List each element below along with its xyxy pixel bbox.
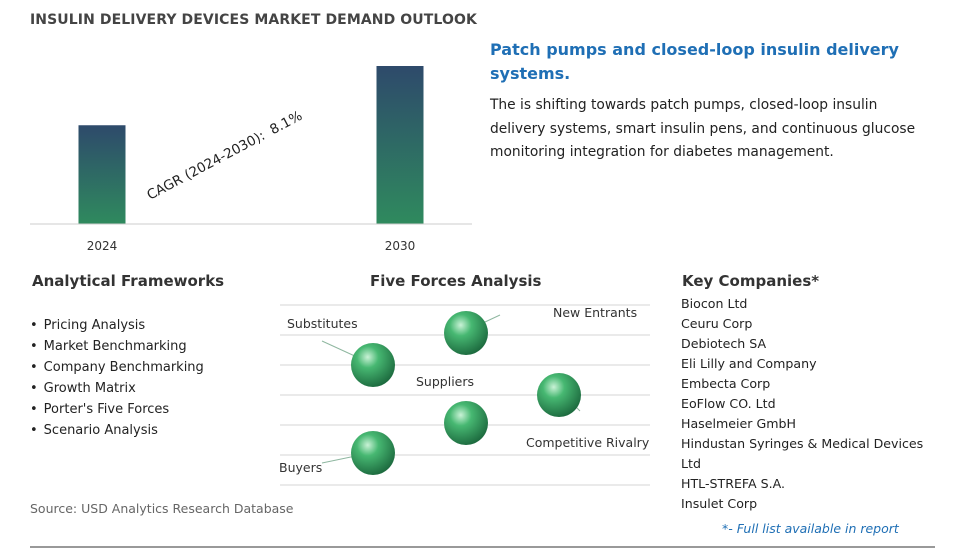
list-item: Market Benchmarking (30, 336, 204, 357)
source-note: Source: USD Analytics Research Database (30, 501, 294, 516)
list-item: Company Benchmarking (30, 357, 204, 378)
cagr-annotation: CAGR (2024-2030):8.1% (144, 108, 305, 204)
highlight-description: The is shifting towards patch pumps, clo… (490, 97, 916, 160)
list-item: Growth Matrix (30, 378, 204, 399)
list-item: EoFlow CO. Ltd (681, 396, 776, 411)
competitive-rivalry-sphere (537, 373, 581, 417)
list-item: Haselmeier GmbH (681, 416, 796, 431)
label-substitutes: Substitutes (287, 316, 358, 331)
new-entrants-sphere (444, 311, 488, 355)
analytical-frameworks-title: Analytical Frameworks (32, 272, 225, 290)
buyers-sphere (351, 431, 395, 475)
cagr-label: CAGR (2024-2030): (144, 128, 267, 204)
label-new-entrants: New Entrants (553, 305, 637, 320)
label-buyers: Buyers (279, 460, 322, 475)
list-item: Hindustan Syringes & Medical Devices Ltd (681, 436, 924, 471)
substitutes-sphere (351, 343, 395, 387)
five-forces-diagram: Substitutes New Entrants Suppliers Compe… (279, 304, 650, 486)
list-item: Porter's Five Forces (30, 399, 204, 420)
five-forces-title: Five Forces Analysis (370, 272, 542, 290)
bar-2030 (376, 66, 424, 224)
list-item: Debiotech SA (681, 336, 767, 351)
list-item: HTL-STREFA S.A. (681, 476, 785, 491)
suppliers-sphere (444, 401, 488, 445)
list-item: Embecta Corp (681, 376, 771, 391)
cagr-value: 8.1% (267, 108, 305, 138)
x-tick-label: 2024 (87, 239, 118, 253)
list-item: Scenario Analysis (30, 420, 204, 441)
market-bar-chart: 2024 2030 CAGR (2024-2030):8.1% (30, 66, 472, 253)
x-tick-label: 2030 (385, 239, 416, 253)
label-suppliers: Suppliers (416, 374, 474, 389)
bottom-divider (30, 546, 935, 548)
page-title: INSULIN DELIVERY DEVICES MARKET DEMAND O… (30, 12, 477, 28)
list-item: Biocon Ltd (681, 296, 748, 311)
analytical-frameworks-list: Pricing Analysis Market Benchmarking Com… (30, 315, 204, 441)
bar-2024 (78, 125, 126, 224)
list-item: Eli Lilly and Company (681, 356, 817, 371)
key-companies-title: Key Companies* (682, 272, 820, 290)
list-item: Pricing Analysis (30, 315, 204, 336)
list-item: Insulet Corp (681, 496, 758, 511)
highlight-title: Patch pumps and closed-loop insulin deli… (490, 40, 899, 83)
full-list-note: *- Full list available in report (722, 521, 899, 536)
key-companies-list: Biocon Ltd Ceuru Corp Debiotech SA Eli L… (681, 294, 941, 514)
list-item: Ceuru Corp (681, 316, 753, 331)
label-competitive-rivalry: Competitive Rivalry (526, 435, 650, 450)
